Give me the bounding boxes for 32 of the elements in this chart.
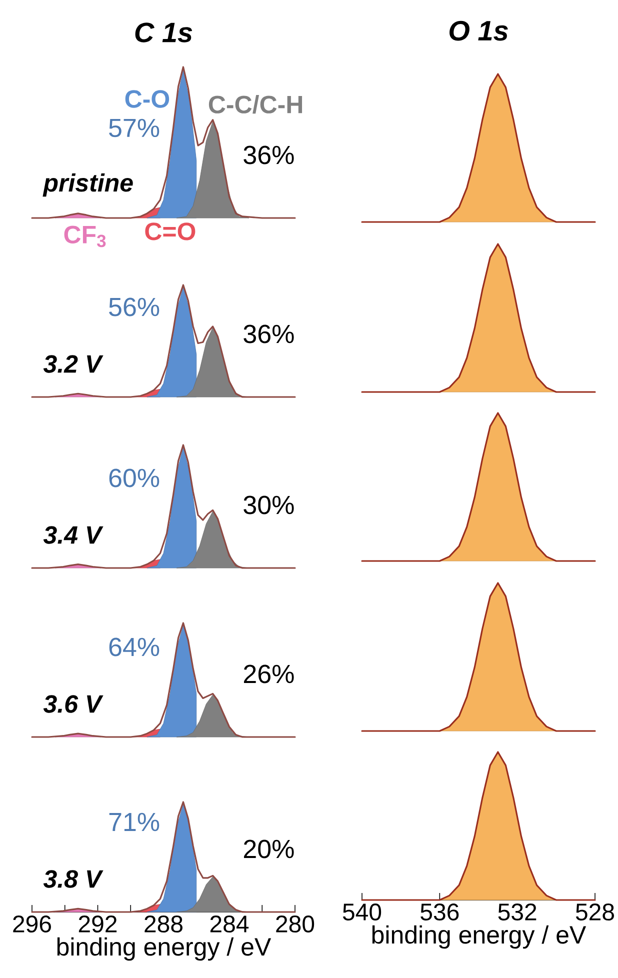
- annotation: 36%: [244, 146, 294, 164]
- annotation: 26%: [244, 664, 294, 684]
- series-label: C-O: [125, 90, 170, 108]
- series-label: CF$_{3}$: [64, 226, 106, 248]
- x-tick-label: 292: [78, 916, 117, 933]
- x-tick-label: 280: [276, 916, 314, 933]
- x-axis-title: binding energy / eV: [372, 925, 586, 949]
- x-tick-label: 536: [420, 904, 459, 921]
- annotation: 3.2 V: [43, 355, 104, 373]
- annotation: 20%: [244, 840, 294, 858]
- annotation: 64%: [109, 638, 160, 656]
- x-axis-title: binding energy / eV: [57, 937, 272, 961]
- x-tick-label: 528: [576, 904, 614, 921]
- annotation: 60%: [109, 468, 160, 488]
- annotation: 56%: [109, 298, 160, 316]
- series-label: C=O: [145, 222, 196, 240]
- annotation: 30%: [244, 496, 294, 514]
- series-label: C-C/C-H: [208, 95, 302, 114]
- x-tick-label: 288: [144, 916, 182, 933]
- annotation: 57%: [109, 118, 160, 138]
- x-tick-label: 532: [498, 904, 536, 921]
- annotation: pristine: [42, 173, 133, 197]
- annotation: 3.6 V: [43, 695, 104, 713]
- annotation: 36%: [244, 324, 294, 344]
- x-tick-label: 284: [210, 916, 249, 933]
- x-tick-label: 540: [342, 904, 382, 921]
- annotation: 3.4 V: [43, 526, 104, 544]
- x-tick-label: 296: [13, 916, 51, 933]
- chart-title: C 1s: [135, 22, 192, 42]
- chart-title: O 1s: [450, 20, 508, 41]
- annotation: 3.8 V: [43, 870, 104, 888]
- annotation: 71%: [109, 812, 160, 832]
